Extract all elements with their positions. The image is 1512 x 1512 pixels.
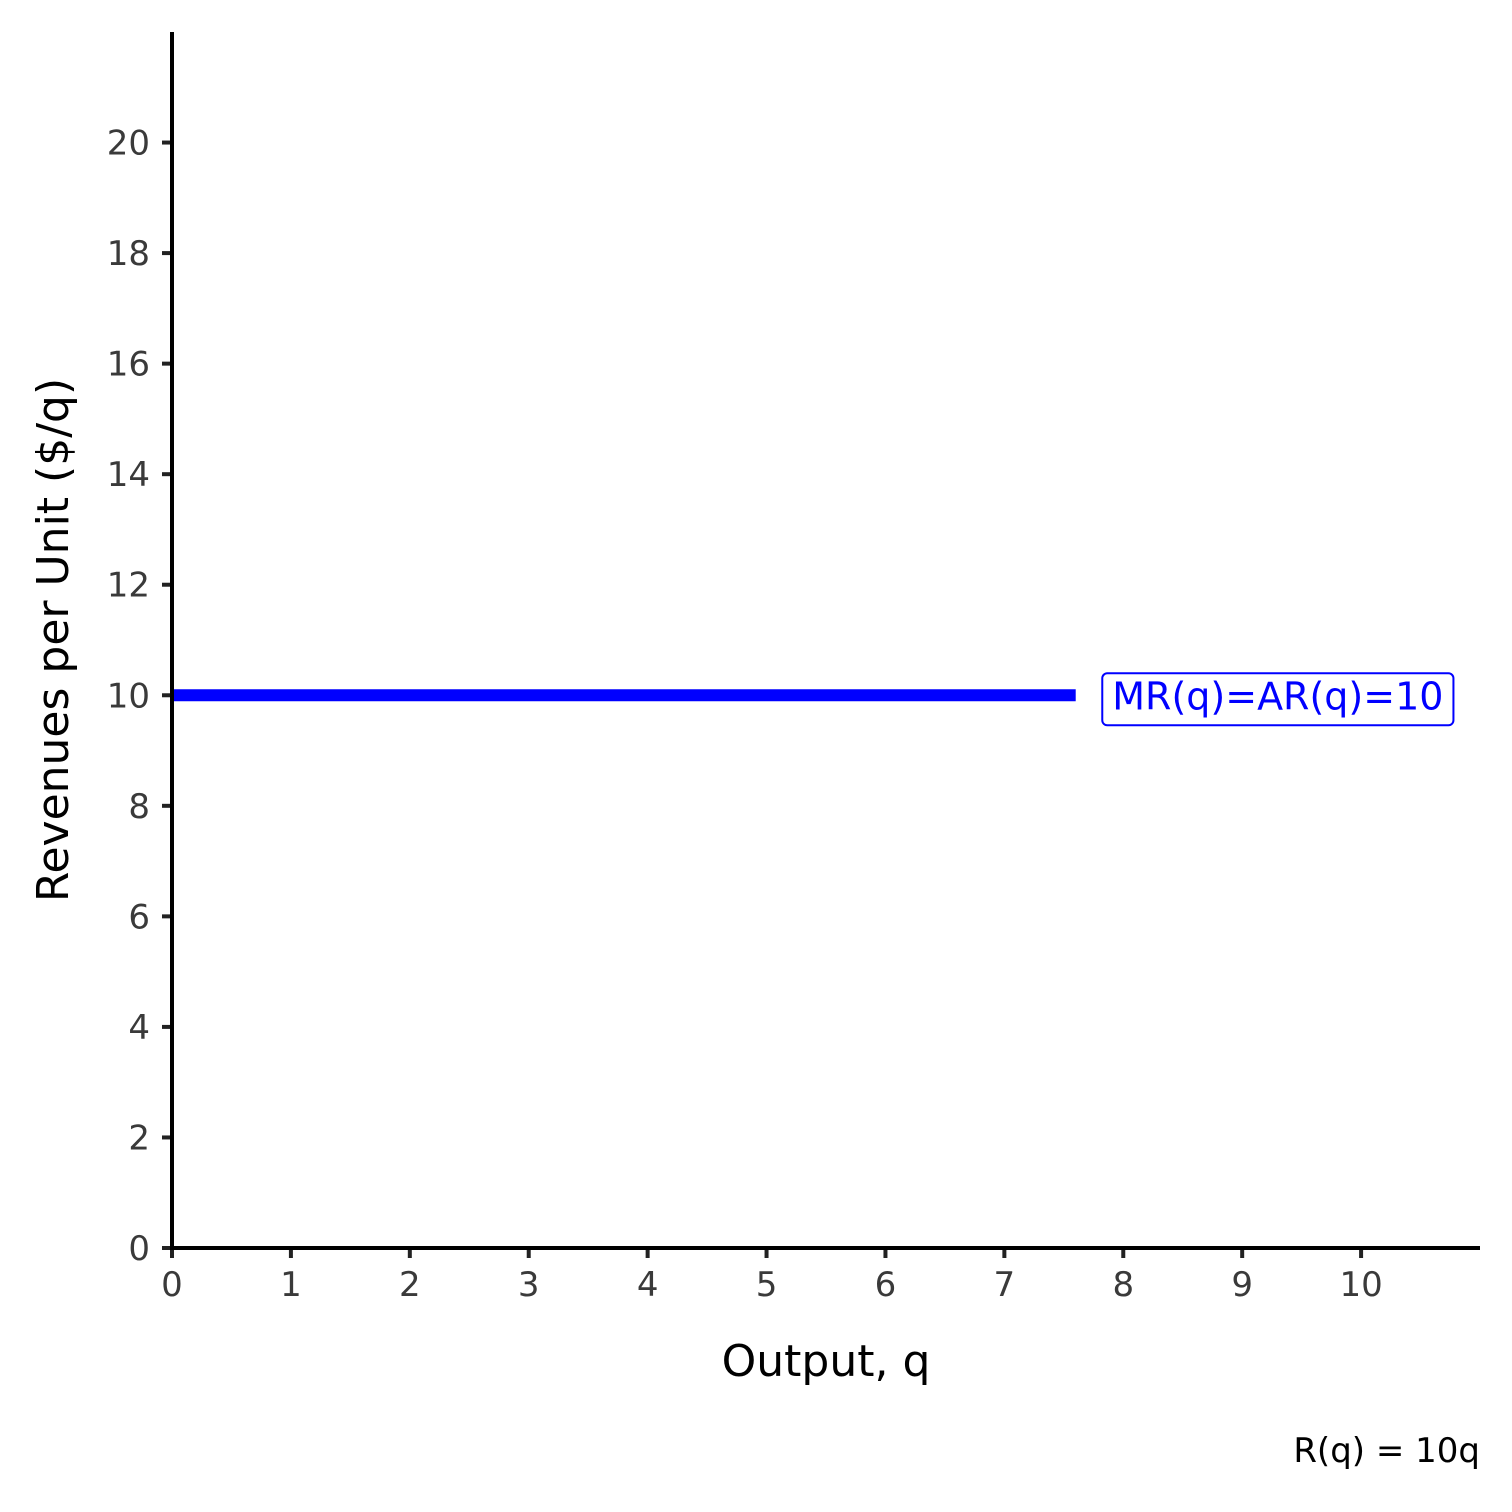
x-tick-label-0: 0 bbox=[161, 1265, 183, 1305]
x-tick-label-10: 10 bbox=[1339, 1265, 1382, 1305]
annotation-box-0 bbox=[1101, 672, 1455, 727]
x-tick-label-3: 3 bbox=[518, 1265, 540, 1305]
annotation-layer: MR(q)=AR(q)=10 bbox=[1101, 672, 1455, 727]
caption-equation: R(q) = 10q bbox=[1293, 1431, 1480, 1471]
x-tick-label-1: 1 bbox=[280, 1265, 302, 1305]
y-tick-label-2: 2 bbox=[128, 1118, 150, 1158]
x-tick-label-7: 7 bbox=[994, 1265, 1016, 1305]
x-tick-label-6: 6 bbox=[875, 1265, 897, 1305]
y-tick-label-12: 12 bbox=[107, 566, 150, 606]
annotation-text-0: MR(q)=AR(q)=10 bbox=[1112, 674, 1443, 718]
x-tick-label-5: 5 bbox=[756, 1265, 778, 1305]
x-tick-label-8: 8 bbox=[1112, 1265, 1134, 1305]
x-axis-title: Output, q bbox=[722, 1336, 931, 1387]
y-tick-label-4: 4 bbox=[128, 1008, 150, 1048]
annotation-label-0: MR(q)=AR(q)=10 bbox=[1101, 672, 1455, 727]
y-tick-label-6: 6 bbox=[128, 897, 150, 937]
y-axis-title: Revenues per Unit ($/q) bbox=[28, 378, 79, 902]
y-tick-label-16: 16 bbox=[107, 345, 150, 385]
x-tick-label-9: 9 bbox=[1231, 1265, 1253, 1305]
y-tick-label-20: 20 bbox=[107, 124, 150, 164]
y-tick-label-14: 14 bbox=[107, 455, 150, 495]
x-tick-label-4: 4 bbox=[637, 1265, 659, 1305]
x-tick-label-2: 2 bbox=[399, 1265, 421, 1305]
y-tick-label-8: 8 bbox=[128, 787, 150, 827]
y-tick-label-0: 0 bbox=[128, 1229, 150, 1269]
y-tick-label-10: 10 bbox=[107, 676, 150, 716]
y-tick-label-18: 18 bbox=[107, 234, 150, 274]
